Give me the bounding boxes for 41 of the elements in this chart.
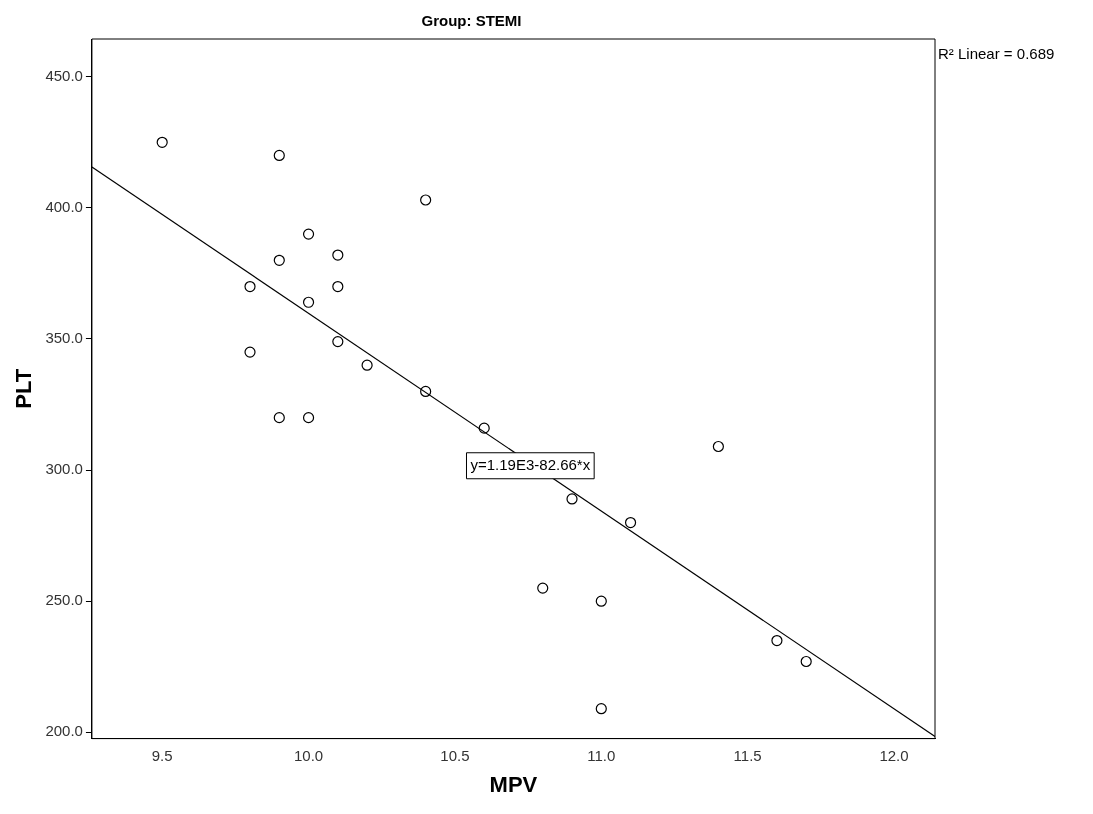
point (332, 249, 344, 261)
point (273, 412, 285, 424)
y-tick-label: 300.0 (45, 460, 83, 478)
point (420, 194, 432, 206)
y-tick-label: 350.0 (45, 329, 83, 347)
y-tick-label: 250.0 (45, 591, 83, 609)
point (332, 336, 344, 348)
point (332, 280, 344, 293)
point (712, 440, 724, 453)
chart-title: Group: STEMI (421, 12, 522, 30)
point (566, 493, 578, 505)
point (624, 516, 637, 529)
annotation: y=1.19E3-82.66*x (470, 455, 591, 473)
point (273, 149, 285, 162)
point (800, 655, 812, 668)
x-tick-label: 10.0 (293, 746, 324, 764)
x-tick-label: 12.0 (879, 746, 909, 764)
point (302, 412, 315, 424)
point (302, 296, 315, 308)
x-tick-label: 11.5 (733, 746, 762, 764)
x-tick-label: 9.5 (151, 746, 173, 764)
point (244, 346, 256, 358)
point (771, 634, 783, 647)
y-tick-label: 400.0 (45, 198, 83, 216)
point (156, 136, 168, 148)
y-tick-label: 450.0 (45, 66, 83, 84)
y-tick-label: 200.0 (45, 722, 83, 740)
text: R² Linear = 0.689 (938, 44, 1055, 62)
point (595, 703, 607, 715)
x-tick-label: 11.0 (587, 746, 616, 764)
y-axis-title: PLT (11, 368, 37, 409)
point (244, 280, 256, 293)
point (595, 595, 607, 607)
point (361, 359, 373, 371)
point (302, 228, 315, 240)
point (537, 582, 549, 594)
x-axis-title: MPV (489, 771, 538, 797)
point (478, 422, 490, 434)
point (420, 385, 432, 398)
x-tick-label: 10.5 (440, 746, 470, 764)
point (273, 254, 285, 266)
